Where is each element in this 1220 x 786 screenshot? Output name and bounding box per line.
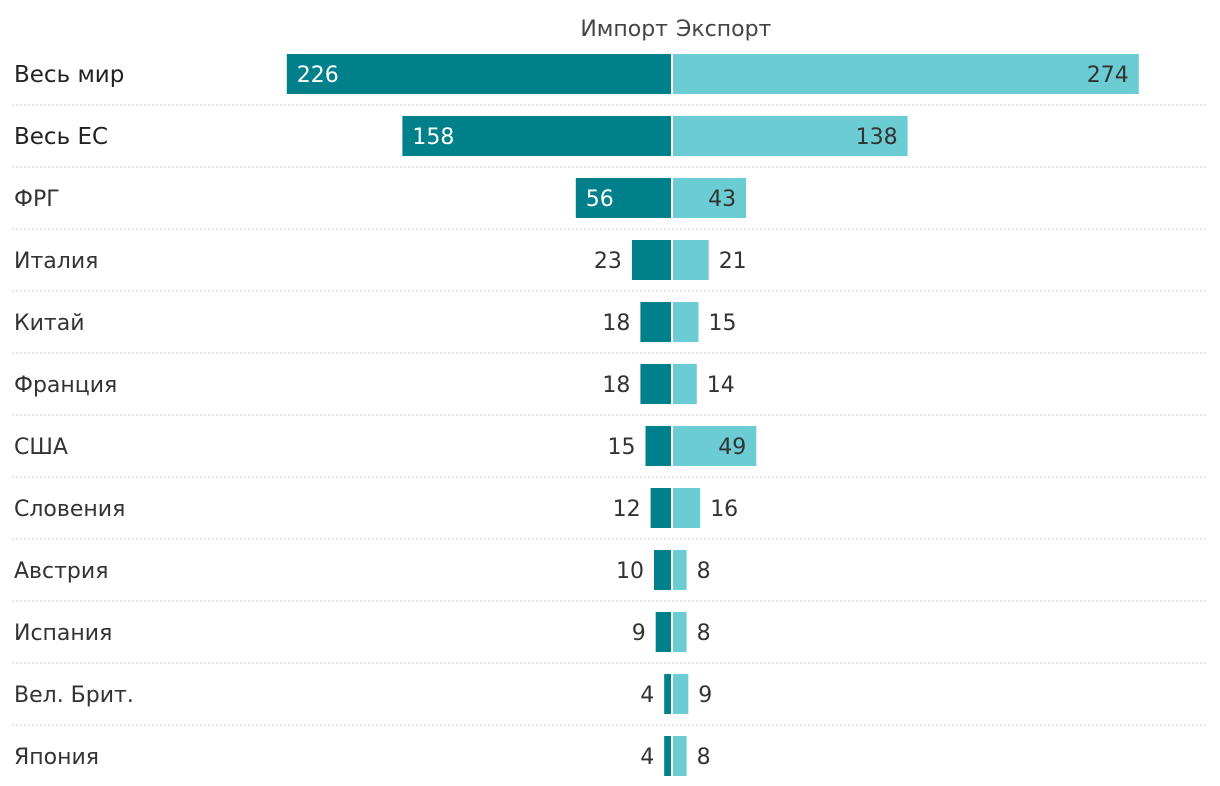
export-value-label: 15 xyxy=(709,311,737,336)
category-label: Япония xyxy=(14,745,99,770)
export-bar xyxy=(673,116,908,156)
chart-row: Весь мир 226 274 xyxy=(12,54,1208,106)
category-label: США xyxy=(14,435,68,460)
chart-row: Италия 23 21 xyxy=(12,240,1208,292)
import-bar xyxy=(654,550,671,590)
import-bar xyxy=(640,302,671,342)
export-bar xyxy=(673,550,687,590)
category-label: Весь мир xyxy=(14,62,124,88)
category-label: Австрия xyxy=(14,559,108,584)
legend-import: Импорт xyxy=(580,17,668,42)
import-bar xyxy=(650,488,671,528)
import-value-label: 18 xyxy=(602,311,630,336)
category-label: Италия xyxy=(14,249,98,274)
import-bar xyxy=(286,54,671,94)
import-value-label: 23 xyxy=(594,249,622,274)
chart-row: ФРГ 56 43 xyxy=(12,178,1208,230)
chart-row: Австрия 10 8 xyxy=(12,550,1208,602)
category-label: Китай xyxy=(14,311,85,336)
export-value-label: 8 xyxy=(697,745,711,770)
export-value-label: 8 xyxy=(697,621,711,646)
import-value-label: 4 xyxy=(640,683,654,708)
export-bar xyxy=(673,488,701,528)
chart-row: Вел. Брит. 4 9 xyxy=(12,674,1208,726)
category-label: Испания xyxy=(14,621,112,646)
import-value-label: 10 xyxy=(616,559,644,584)
category-label: Вел. Брит. xyxy=(14,683,134,708)
export-bar xyxy=(673,612,687,652)
import-bar xyxy=(402,116,671,156)
import-bar xyxy=(640,364,671,404)
export-value-label: 138 xyxy=(856,125,898,150)
legend: Импорт Экспорт xyxy=(580,17,771,42)
chart-row: Испания 9 8 xyxy=(12,612,1208,664)
chart-row: Япония 4 8 xyxy=(14,736,711,776)
export-value-label: 21 xyxy=(719,249,747,274)
import-bar xyxy=(655,612,671,652)
import-bar xyxy=(631,240,671,280)
export-value-label: 49 xyxy=(718,435,746,460)
export-bar xyxy=(673,364,697,404)
export-bar xyxy=(673,178,747,218)
import-value-label: 158 xyxy=(412,125,454,150)
category-label: Франция xyxy=(14,373,117,398)
import-value-label: 9 xyxy=(632,621,646,646)
category-label: ФРГ xyxy=(14,187,60,212)
import-value-label: 56 xyxy=(586,187,614,212)
export-value-label: 16 xyxy=(710,497,738,522)
chart-row: Франция 18 14 xyxy=(12,364,1208,416)
import-value-label: 15 xyxy=(608,435,636,460)
export-bar xyxy=(673,302,699,342)
import-value-label: 4 xyxy=(640,745,654,770)
export-value-label: 274 xyxy=(1087,63,1129,88)
import-bar xyxy=(645,426,671,466)
chart-row: США 15 49 xyxy=(12,426,1208,478)
import-value-label: 12 xyxy=(613,497,641,522)
import-value-label: 18 xyxy=(602,373,630,398)
export-value-label: 9 xyxy=(698,683,712,708)
import-value-label: 226 xyxy=(297,63,339,88)
chart-row: Китай 18 15 xyxy=(12,302,1208,354)
export-bar xyxy=(673,426,757,466)
import-bar xyxy=(664,674,671,714)
export-bar xyxy=(673,674,689,714)
export-bar xyxy=(673,240,709,280)
export-bar xyxy=(673,54,1139,94)
category-label: Словения xyxy=(14,497,125,522)
export-bar xyxy=(673,736,687,776)
chart-row: Весь ЕС 158 138 xyxy=(12,116,1208,168)
export-value-label: 8 xyxy=(697,559,711,584)
export-value-label: 14 xyxy=(707,373,735,398)
import-bar xyxy=(664,736,671,776)
export-value-label: 43 xyxy=(708,187,736,212)
category-label: Весь ЕС xyxy=(14,124,108,150)
chart-row: Словения 12 16 xyxy=(12,488,1208,540)
legend-export: Экспорт xyxy=(676,17,772,42)
import-bar xyxy=(575,178,671,218)
